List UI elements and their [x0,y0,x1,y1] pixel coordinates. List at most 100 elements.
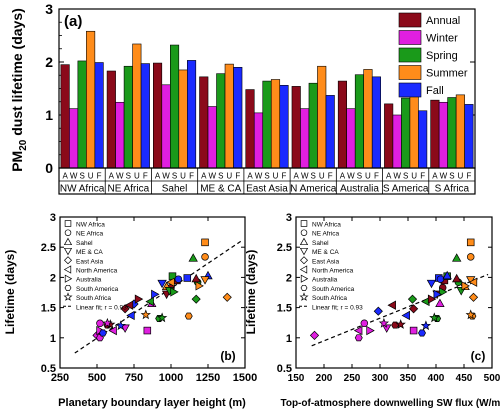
y-tick-label: 0 [45,160,53,176]
bar-australia-summer [363,69,373,169]
bar-east-asia-fall [279,85,289,169]
legend-label-me-ca: ME & CA [312,249,339,256]
y-tick-label: 3 [286,212,292,224]
point-australia-spring [439,287,448,297]
region-tick-label: Australia [340,184,379,195]
bar-east-asia-annual [245,89,255,169]
point-south-africa-annual [395,319,406,329]
legend-label-north-america: North America [76,268,118,275]
point-north-america-fall [126,310,135,321]
bar-australia-fall [371,76,381,169]
x-tick-label: 150 [288,373,305,384]
season-tick-label: U [226,172,232,181]
legend-label-nw-africa: NW Africa [76,222,105,229]
point-sahel-fall [442,270,452,280]
season-tick-label: S [126,172,131,181]
season-tick-label: S [403,172,408,181]
bar-n-america-summer [317,65,327,169]
legend-marker-ne-africa [300,229,308,236]
season-tick-label: U [365,172,371,181]
legend-marker-me-ca [299,247,309,256]
point-north-america-winter [353,325,363,336]
panel-b-frame [59,216,246,369]
y-tick-label: 2 [45,54,53,70]
bar-n-america-winter [300,108,310,169]
season-tick-label: F [328,172,333,181]
point-south-africa-winter [102,317,113,328]
point-east-asia-summer [222,292,232,302]
season-tick-label: S [172,172,177,181]
bar-nw-africa-annual [60,64,70,169]
point-east-asia-annual [409,304,419,314]
point-me-ca-winter [382,324,392,333]
bar-east-asia-spring [262,80,272,169]
x-tick-label: 300 [372,373,389,384]
bar-me-ca-annual [199,76,209,169]
season-tick-label: U [457,172,463,181]
point-ne-africa-summer [201,253,209,261]
bar-nw-africa-winter [69,108,79,169]
bar-s-america-winter [392,114,402,169]
season-tick-label: S [357,172,362,181]
bar-ne-africa-spring [123,65,133,169]
point-australia-annual [427,294,437,304]
region-tick-label: S America [383,184,429,195]
point-south-africa-winter [378,317,390,328]
region-tick-label: NW Africa [60,184,105,195]
legend-marker-sahel [299,237,309,246]
y-tick-label: 0.5 [41,363,56,375]
legend-fit-label: Linear fit; r = 0.93 [312,304,363,311]
season-tick-label: U [319,172,325,181]
season-tick-label: U [88,172,94,181]
point-south-africa-spring [156,312,168,323]
legend-swatch-fall [398,82,422,98]
point-sahel-annual [191,273,201,283]
point-east-asia-spring [407,294,418,304]
legend-swatch-spring [398,47,422,63]
point-ne-africa-summer [466,253,475,261]
bar-nw-africa-spring [77,60,87,169]
y-tick-label: 1 [45,107,53,123]
point-east-asia-winter [309,330,320,340]
bar-n-america-annual [291,86,301,169]
point-north-america-winter [108,325,117,336]
point-australia-spring [170,287,179,297]
season-tick-label: W [393,172,401,181]
x-tick-label: 350 [400,373,417,384]
point-nw-africa-summer [201,238,209,247]
bar-ne-africa-annual [106,70,116,169]
bar-s-africa-summer [455,94,465,169]
point-south-america-summer [184,312,193,320]
bar-ne-africa-winter [115,101,125,169]
bar-n-america-spring [308,82,318,169]
season-tick-label: W [116,172,124,181]
legend-marker-ne-africa [64,229,72,236]
legend-label-sahel: Sahel [76,240,93,247]
season-tick-label: A [247,172,253,181]
season-tick-label: W [255,172,263,181]
region-tick-label: S Africa [435,184,470,195]
legend-marker-south-africa [299,292,309,301]
legend-marker-nw-africa [64,220,72,227]
season-tick-label: A [294,172,300,181]
bar-sahel-fall [187,60,197,169]
legend-marker-south-america [300,284,308,291]
y-tick-label: 3 [50,212,56,224]
season-tick-label: W [301,172,309,181]
point-nw-africa-fall [183,274,192,282]
point-nw-africa-summer [466,238,475,247]
season-tick-label: F [143,172,148,181]
point-australia-annual [134,294,144,304]
season-tick-label: U [134,172,140,181]
y-tick-label: 3 [45,1,53,17]
x-tick-label: 400 [428,373,445,384]
season-tick-label: S [449,172,454,181]
legend-fit-label: Linear fit; r = 0.93 [76,304,127,311]
season-tick-label: F [420,172,425,181]
bar-me-ca-winter [207,106,217,169]
season-tick-label: W [70,172,78,181]
bar-s-africa-spring [447,97,457,169]
scatter-panel-b: (b) Planetary boundary layer height (m) … [3,212,257,409]
point-south-america-fall [417,329,427,337]
legend-label-ne-africa: NE Africa [312,231,339,238]
